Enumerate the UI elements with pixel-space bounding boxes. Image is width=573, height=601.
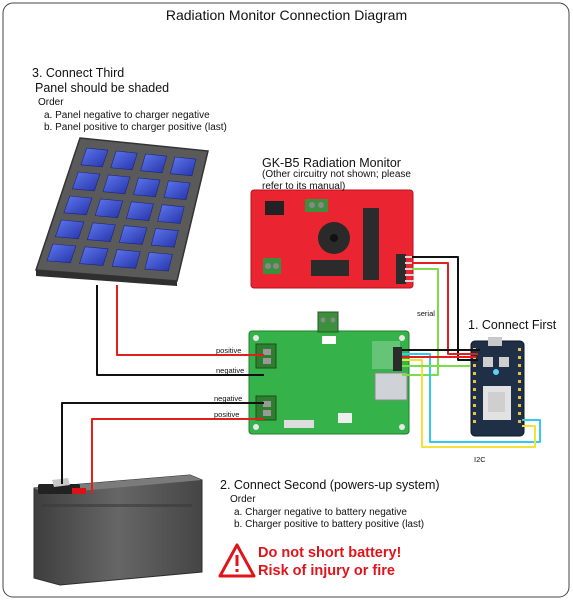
solar-cell bbox=[163, 180, 191, 200]
step3-subheading: Panel should be shaded bbox=[35, 81, 170, 95]
charger-i2c-yellow-wire bbox=[402, 359, 536, 448]
warning-icon bbox=[218, 543, 256, 578]
battery-positive-wire bbox=[91, 418, 264, 494]
solar-cell bbox=[111, 249, 141, 269]
solar-cell bbox=[110, 150, 138, 171]
solar-cell bbox=[140, 153, 168, 174]
warning-line1: Do not short battery! bbox=[258, 545, 402, 561]
monitor-green-wire bbox=[402, 268, 439, 376]
step3-order-label: Order bbox=[38, 97, 64, 108]
label-serial: serial bbox=[417, 309, 435, 318]
solar-cell bbox=[80, 147, 109, 168]
solar-cells bbox=[46, 147, 197, 272]
step3-heading: 3. Connect Third bbox=[32, 66, 125, 80]
solar-cell bbox=[133, 177, 161, 198]
solar-cell bbox=[150, 228, 179, 248]
solar-cell bbox=[94, 198, 124, 219]
monitor-note-line1: (Other circuitry not shown; please bbox=[262, 169, 411, 180]
step2-item-b: b. Charger positive to battery positive … bbox=[234, 519, 425, 530]
monitor-note-line2: refer to its manual) bbox=[262, 181, 346, 192]
label-i2c: I2C bbox=[474, 455, 486, 464]
solar-cell bbox=[71, 171, 101, 192]
solar-cell bbox=[63, 195, 93, 216]
charger-i2c-cyan-wire bbox=[402, 353, 541, 443]
label-panel-negative: negative bbox=[216, 366, 245, 375]
solar-cell bbox=[79, 246, 109, 266]
monitor-name: GK-B5 Radiation Monitor bbox=[262, 156, 401, 170]
step3-item-a: a. Panel negative to charger negative bbox=[44, 110, 210, 121]
radiation-monitor-board bbox=[250, 189, 414, 289]
label-panel-positive: positive bbox=[216, 346, 242, 355]
solar-cell bbox=[118, 225, 148, 245]
solar-cell bbox=[86, 222, 116, 242]
panel-positive-wire bbox=[116, 285, 264, 356]
solar-cell bbox=[144, 252, 173, 272]
monitor-vcc-wire bbox=[412, 256, 478, 361]
warning-line2: Risk of injury or fire bbox=[258, 563, 395, 579]
solar-cell bbox=[125, 201, 154, 221]
solar-cell bbox=[46, 243, 77, 264]
battery-negative-wire bbox=[61, 402, 264, 484]
monitor-serial-wire bbox=[412, 262, 478, 355]
wiring bbox=[61, 256, 541, 494]
solar-cell bbox=[170, 156, 197, 177]
photon-board bbox=[470, 337, 525, 437]
label-battery-positive: positive bbox=[214, 410, 240, 419]
step2-order-label: Order bbox=[230, 494, 256, 505]
page-title: Radiation Monitor Connection Diagram bbox=[165, 7, 408, 23]
panel-negative-wire bbox=[96, 285, 264, 376]
label-battery-negative: negative bbox=[214, 394, 243, 403]
step3-item-b: b. Panel positive to charger positive (l… bbox=[44, 122, 227, 133]
solar-cell bbox=[157, 204, 185, 224]
step2-item-a: a. Charger negative to battery negative bbox=[234, 507, 407, 518]
solar-cell bbox=[102, 174, 131, 195]
battery bbox=[33, 474, 203, 586]
solar-panel bbox=[34, 137, 209, 286]
step2-heading: 2. Connect Second (powers-up system) bbox=[220, 478, 440, 492]
solar-cell bbox=[54, 219, 85, 240]
step1-heading: 1. Connect First bbox=[468, 318, 557, 332]
